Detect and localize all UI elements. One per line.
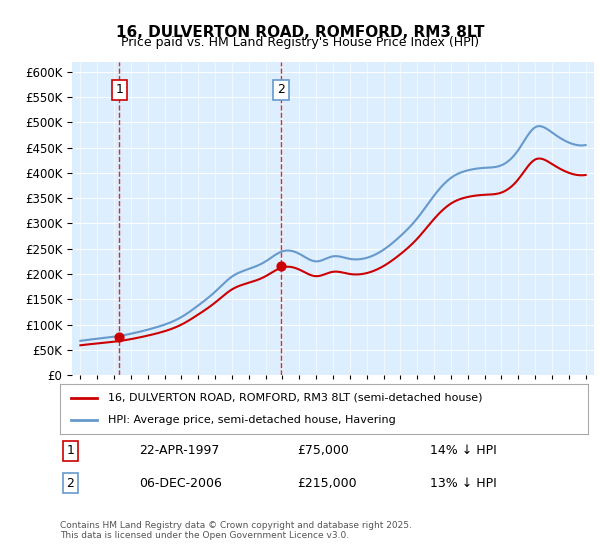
Text: 1: 1: [115, 83, 123, 96]
Text: £75,000: £75,000: [298, 445, 349, 458]
Text: 2: 2: [277, 83, 285, 96]
Text: 1: 1: [67, 445, 74, 458]
Text: 2: 2: [67, 477, 74, 489]
Point: [277, 262, 286, 271]
Text: 06-DEC-2006: 06-DEC-2006: [139, 477, 222, 489]
Text: 16, DULVERTON ROAD, ROMFORD, RM3 8LT: 16, DULVERTON ROAD, ROMFORD, RM3 8LT: [116, 25, 484, 40]
Text: 22-APR-1997: 22-APR-1997: [139, 445, 220, 458]
Text: 16, DULVERTON ROAD, ROMFORD, RM3 8LT (semi-detached house): 16, DULVERTON ROAD, ROMFORD, RM3 8LT (se…: [107, 393, 482, 403]
Text: 14% ↓ HPI: 14% ↓ HPI: [430, 445, 496, 458]
Text: £215,000: £215,000: [298, 477, 357, 489]
Text: Price paid vs. HM Land Registry's House Price Index (HPI): Price paid vs. HM Land Registry's House …: [121, 36, 479, 49]
Text: 13% ↓ HPI: 13% ↓ HPI: [430, 477, 496, 489]
Text: HPI: Average price, semi-detached house, Havering: HPI: Average price, semi-detached house,…: [107, 415, 395, 425]
Point: [115, 333, 124, 342]
Text: Contains HM Land Registry data © Crown copyright and database right 2025.
This d: Contains HM Land Registry data © Crown c…: [60, 521, 412, 540]
